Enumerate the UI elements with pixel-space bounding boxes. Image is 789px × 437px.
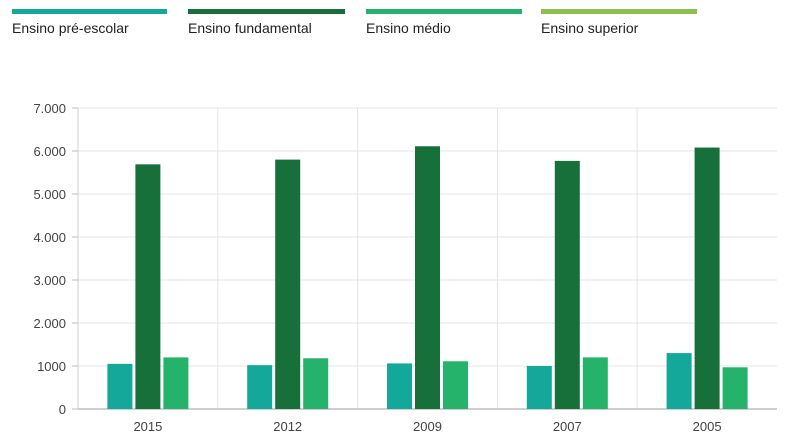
x-tick-label: 2005 [693, 419, 722, 434]
bar [415, 146, 440, 409]
bar [526, 366, 552, 409]
y-tick-label: 6.000 [33, 144, 66, 159]
y-tick-label: 5.000 [33, 187, 66, 202]
legend-label-superior: Ensino superior [541, 20, 639, 36]
chart-legend: Ensino pré-escolar Ensino fundamental En… [0, 0, 789, 40]
bar [554, 160, 580, 409]
bar [387, 363, 412, 409]
y-tick-label: 3.000 [33, 273, 66, 288]
bar [107, 363, 133, 409]
x-tick-label: 2007 [553, 419, 582, 434]
legend-label-fundamental: Ensino fundamental [188, 20, 312, 36]
legend-swatch-superior [541, 9, 697, 14]
bar [163, 357, 189, 409]
x-tick-label: 2015 [133, 419, 162, 434]
bar [666, 353, 692, 409]
bar [722, 367, 748, 409]
bar [303, 358, 329, 409]
x-tick-label: 2012 [273, 419, 302, 434]
y-tick-label: 0 [59, 402, 66, 417]
y-tick-label: 1000 [37, 359, 66, 374]
legend-swatch-pre-escolar [12, 9, 167, 14]
y-tick-label: 7.000 [33, 101, 66, 116]
bar [135, 164, 161, 409]
legend-swatch-fundamental [188, 9, 345, 14]
y-tick-label: 4.000 [33, 230, 66, 245]
bar [582, 357, 608, 409]
legend-label-pre-escolar: Ensino pré-escolar [12, 20, 129, 36]
legend-label-medio: Ensino médio [366, 20, 451, 36]
x-tick-label: 2009 [413, 419, 442, 434]
y-tick-label: 2.000 [33, 316, 66, 331]
bar [275, 159, 301, 409]
legend-swatch-medio [366, 9, 522, 14]
bar [247, 365, 273, 409]
bar [443, 361, 468, 409]
bar [694, 147, 720, 409]
